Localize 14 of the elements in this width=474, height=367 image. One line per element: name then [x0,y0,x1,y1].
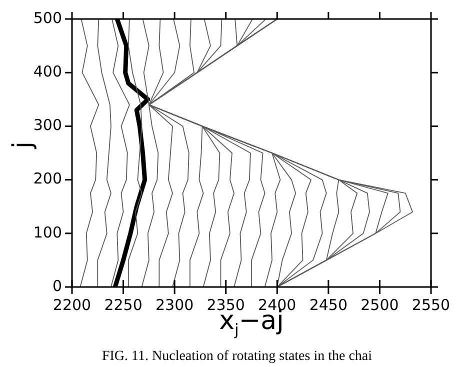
x-tick-label: 2200 [52,296,92,314]
y-tick-label: 500 [33,8,62,27]
y-tick-label: 300 [33,116,62,134]
y-tick-label: 200 [33,170,62,188]
x-tick-label: 2500 [360,296,399,314]
caption: FIG. 11. Nucleation of rotating states in the chai [100,349,374,365]
y-tick-label: 100 [33,223,62,242]
x-tick-label: 2250 [104,296,142,314]
x-tick-label: 2450 [309,296,348,314]
x-tick-label: 2550 [412,296,450,314]
y-tick-label: 0 [52,276,62,295]
x-tick-label: 2300 [155,296,194,314]
y-tick-label: 400 [33,62,62,80]
y-axis-title: j [8,141,38,149]
